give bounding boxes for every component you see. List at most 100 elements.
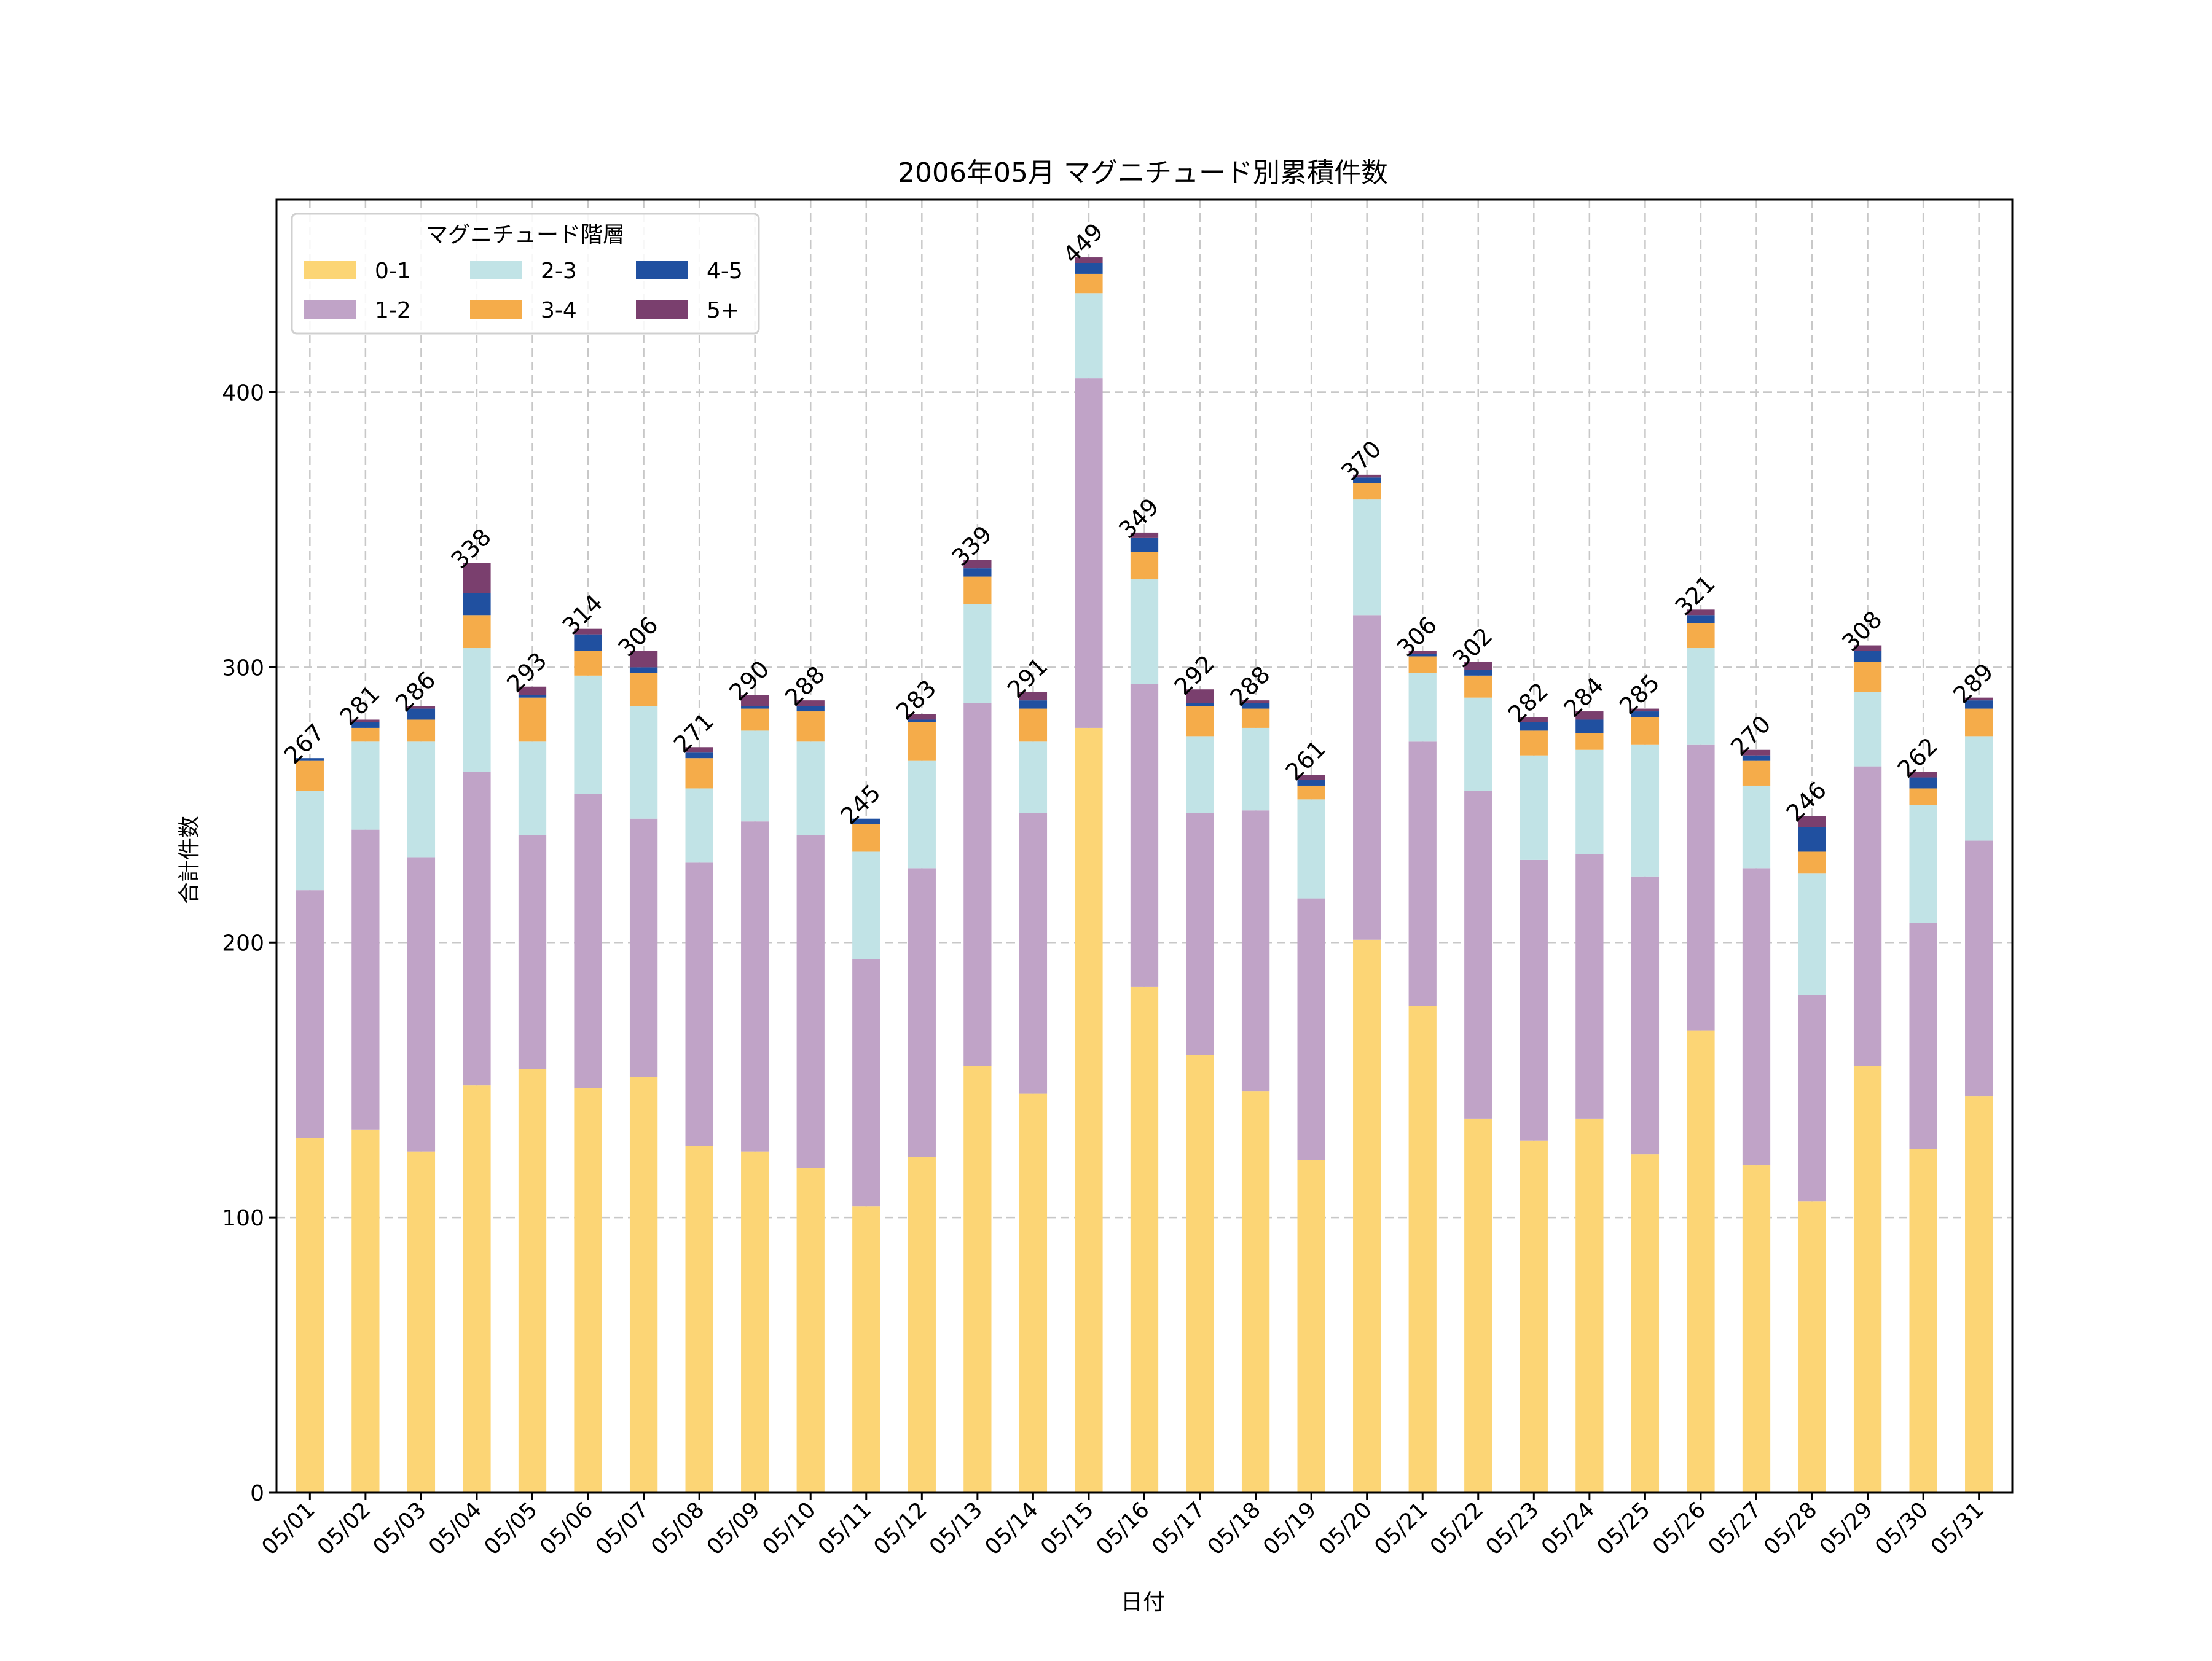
bar-segment-3-4 [1965,708,1993,737]
bar-segment-0-1 [852,1206,880,1493]
bar-segment-2-3 [518,741,547,835]
bar-segment-1-2 [1798,995,1826,1202]
bar-segment-4-5 [963,568,992,577]
bar-segment-5+ [1742,749,1771,756]
plot-frame [275,198,2014,1494]
bar-segment-2-3 [1853,692,1882,767]
bar-segment-5+ [1353,474,1381,478]
y-axis-label: 合計件数 [177,816,202,904]
bar-segment-4-5 [1687,615,1715,623]
y-tick-label: 400 [222,381,264,406]
bars [296,257,1993,1493]
bar-segment-1-2 [351,829,380,1130]
bar-segment-2-3 [1408,673,1437,742]
bar-segment-1-2 [796,835,825,1168]
x-tick-label: 05/01 [257,1497,320,1560]
bar-segment-4-5 [463,593,491,616]
bar-segment-3-4 [1297,785,1325,800]
bar-segment-2-3 [1575,749,1604,854]
bar-segment-5+ [463,563,491,593]
bar-segment-4-5 [1798,827,1826,852]
y-tick-label: 200 [222,931,264,956]
legend-label: 5+ [707,298,739,323]
bar-segment-1-2 [518,835,547,1069]
bar-segment-4-5 [1631,711,1660,717]
bar-segment-3-4 [1575,733,1604,750]
x-tick-label: 05/25 [1592,1497,1655,1560]
x-tick-label: 05/09 [702,1497,765,1560]
x-tick-label: 05/06 [535,1497,598,1560]
bar-segment-2-3 [1186,736,1214,813]
bar-segment-1-2 [463,772,491,1086]
x-tick-label: 05/20 [1314,1497,1377,1560]
bar-segment-0-1 [1353,939,1381,1493]
bar-segment-3-4 [1130,552,1159,580]
bar-segment-0-1 [1742,1165,1771,1493]
bar-segment-2-3 [963,604,992,703]
bar-segment-0-1 [908,1157,936,1493]
bar-segment-0-1 [296,1138,324,1493]
bar-segment-2-3 [351,741,380,830]
bar-segment-5+ [1853,645,1882,651]
bar-segment-4-5 [1019,700,1048,709]
bar-segment-0-1 [1909,1149,1937,1493]
bar-segment-0-1 [407,1151,436,1493]
bar-segment-5+ [1798,816,1826,827]
bar-segment-1-2 [1687,744,1715,1031]
bar-segment-0-1 [1853,1066,1882,1493]
bar-segment-0-1 [1075,727,1103,1493]
x-tick-label: 05/13 [925,1497,987,1560]
bar-segment-1-2 [1742,868,1771,1166]
bar-segment-5+ [1186,689,1214,703]
bar-segment-2-3 [296,791,324,891]
y-tick-label: 300 [222,655,264,681]
bar-segment-4-5 [1909,777,1937,789]
bar-segment-4-5 [629,667,658,673]
bar-segment-1-2 [629,818,658,1077]
x-tick-label: 05/26 [1648,1497,1711,1560]
bar-segment-5+ [574,628,602,635]
bar-segment-2-3 [1464,697,1492,791]
bar-segment-4-5 [407,708,436,720]
bar-segment-4-5 [296,758,324,761]
bar-segment-4-5 [1520,722,1548,731]
legend-swatch [470,300,522,319]
bar-segment-1-2 [407,857,436,1152]
bar-segment-0-1 [1408,1006,1437,1493]
bar-segment-0-1 [1019,1093,1048,1493]
x-tick-label: 05/29 [1815,1497,1878,1560]
bar-segment-0-1 [1520,1140,1548,1493]
bar-segment-2-3 [463,648,491,772]
bar-segment-1-2 [1019,813,1048,1094]
bar-segment-4-5 [1742,755,1771,761]
bar-segment-0-1 [1575,1118,1604,1493]
bar-segment-4-5 [1353,477,1381,483]
bar-segment-5+ [1408,651,1437,654]
bar-segment-4-5 [518,695,547,698]
bar-segment-1-2 [963,703,992,1066]
bar-segment-2-3 [1241,727,1270,811]
bar-segment-3-4 [574,651,602,676]
bar-segment-1-2 [1353,615,1381,940]
bar-segment-4-5 [1575,719,1604,733]
bar-segment-3-4 [796,711,825,742]
bar-segment-2-3 [1019,741,1048,813]
bar-segment-1-2 [1075,378,1103,728]
bar-segment-3-4 [407,719,436,742]
x-tick-label: 05/19 [1258,1497,1321,1560]
legend-title: マグニチュード階層 [426,222,625,248]
x-tick-label: 05/04 [424,1497,487,1560]
bar-segment-3-4 [1186,706,1214,737]
bar-segment-3-4 [1353,483,1381,500]
x-tick-label: 05/31 [1926,1497,1989,1560]
bar-segment-0-1 [1297,1160,1325,1493]
legend-swatch [636,261,688,279]
bar-segment-3-4 [1853,662,1882,692]
bar-segment-4-5 [1965,700,1993,709]
bar-segment-4-5 [741,706,769,709]
bar-segment-4-5 [852,818,880,824]
bar-segment-5+ [1631,708,1660,712]
bar-segment-5+ [1241,700,1270,703]
bar-segment-1-2 [296,890,324,1138]
bar-segment-5+ [407,706,436,709]
